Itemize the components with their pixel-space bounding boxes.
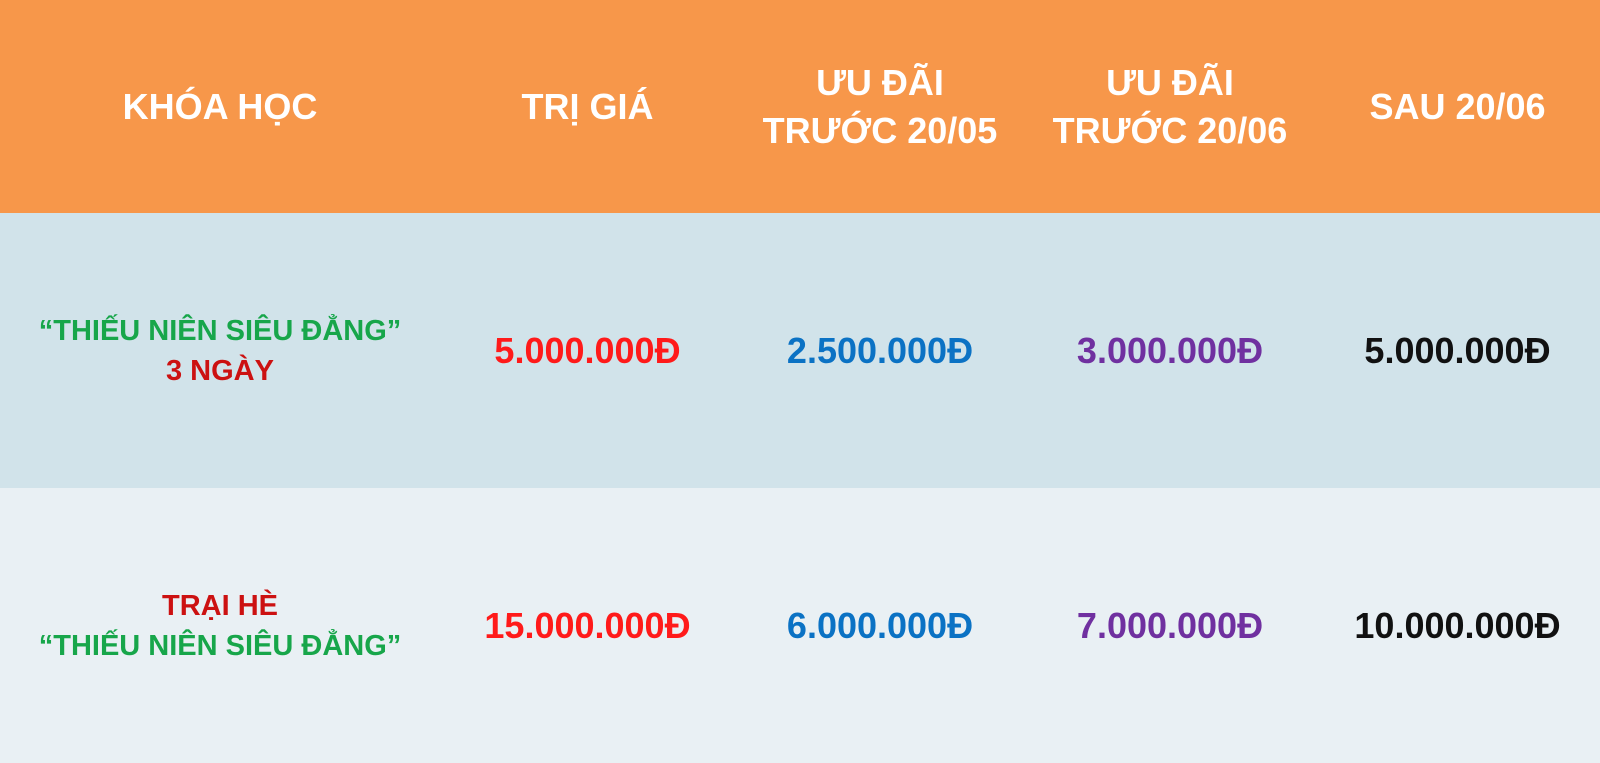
value-price: 15.000.000Đ	[484, 604, 691, 646]
offer-2-price: 3.000.000Đ	[1076, 329, 1264, 371]
value-price: 5.000.000Đ	[494, 329, 681, 371]
course-name: “THIẾU NIÊN SIÊU ĐẲNG”	[38, 314, 402, 347]
header-offer-2-line2: TRƯỚC 20/06	[1052, 109, 1288, 151]
course-type: TRẠI HÈ	[162, 589, 278, 622]
value-cell: 15.000.000Đ	[440, 488, 735, 763]
after-price: 10.000.000Đ	[1354, 604, 1561, 646]
offer-1-cell: 2.500.000Đ	[735, 213, 1025, 488]
header-offer-1-line2: TRƯỚC 20/05	[762, 109, 998, 151]
header-offer-before-20-06: ƯU ĐÃI TRƯỚC 20/06	[1025, 0, 1315, 213]
course-cell: TRẠI HÈ “THIẾU NIÊN SIÊU ĐẲNG”	[0, 488, 440, 763]
after-price: 5.000.000Đ	[1364, 329, 1551, 371]
course-duration: 3 NGÀY	[166, 354, 274, 387]
header-offer-2-line1: ƯU ĐÃI	[1106, 61, 1234, 103]
value-cell: 5.000.000Đ	[440, 213, 735, 488]
header-offer-before-20-05: ƯU ĐÃI TRƯỚC 20/05	[735, 0, 1025, 213]
header-course: KHÓA HỌC	[0, 0, 440, 213]
header-value-label: TRỊ GIÁ	[521, 85, 654, 127]
after-cell: 10.000.000Đ	[1315, 488, 1600, 763]
offer-2-cell: 3.000.000Đ	[1025, 213, 1315, 488]
offer-1-cell: 6.000.000Đ	[735, 488, 1025, 763]
header-offer-1-line1: ƯU ĐÃI	[816, 61, 944, 103]
offer-2-price: 7.000.000Đ	[1076, 604, 1264, 646]
header-value: TRỊ GIÁ	[440, 0, 735, 213]
header-after-label: SAU 20/06	[1369, 85, 1546, 127]
offer-1-price: 6.000.000Đ	[786, 604, 974, 646]
header-course-label: KHÓA HỌC	[122, 85, 318, 127]
after-cell: 5.000.000Đ	[1315, 213, 1600, 488]
course-name: “THIẾU NIÊN SIÊU ĐẲNG”	[38, 629, 402, 662]
course-cell: “THIẾU NIÊN SIÊU ĐẲNG” 3 NGÀY	[0, 213, 440, 488]
offer-2-cell: 7.000.000Đ	[1025, 488, 1315, 763]
header-after-20-06: SAU 20/06	[1315, 0, 1600, 213]
offer-1-price: 2.500.000Đ	[786, 329, 974, 371]
